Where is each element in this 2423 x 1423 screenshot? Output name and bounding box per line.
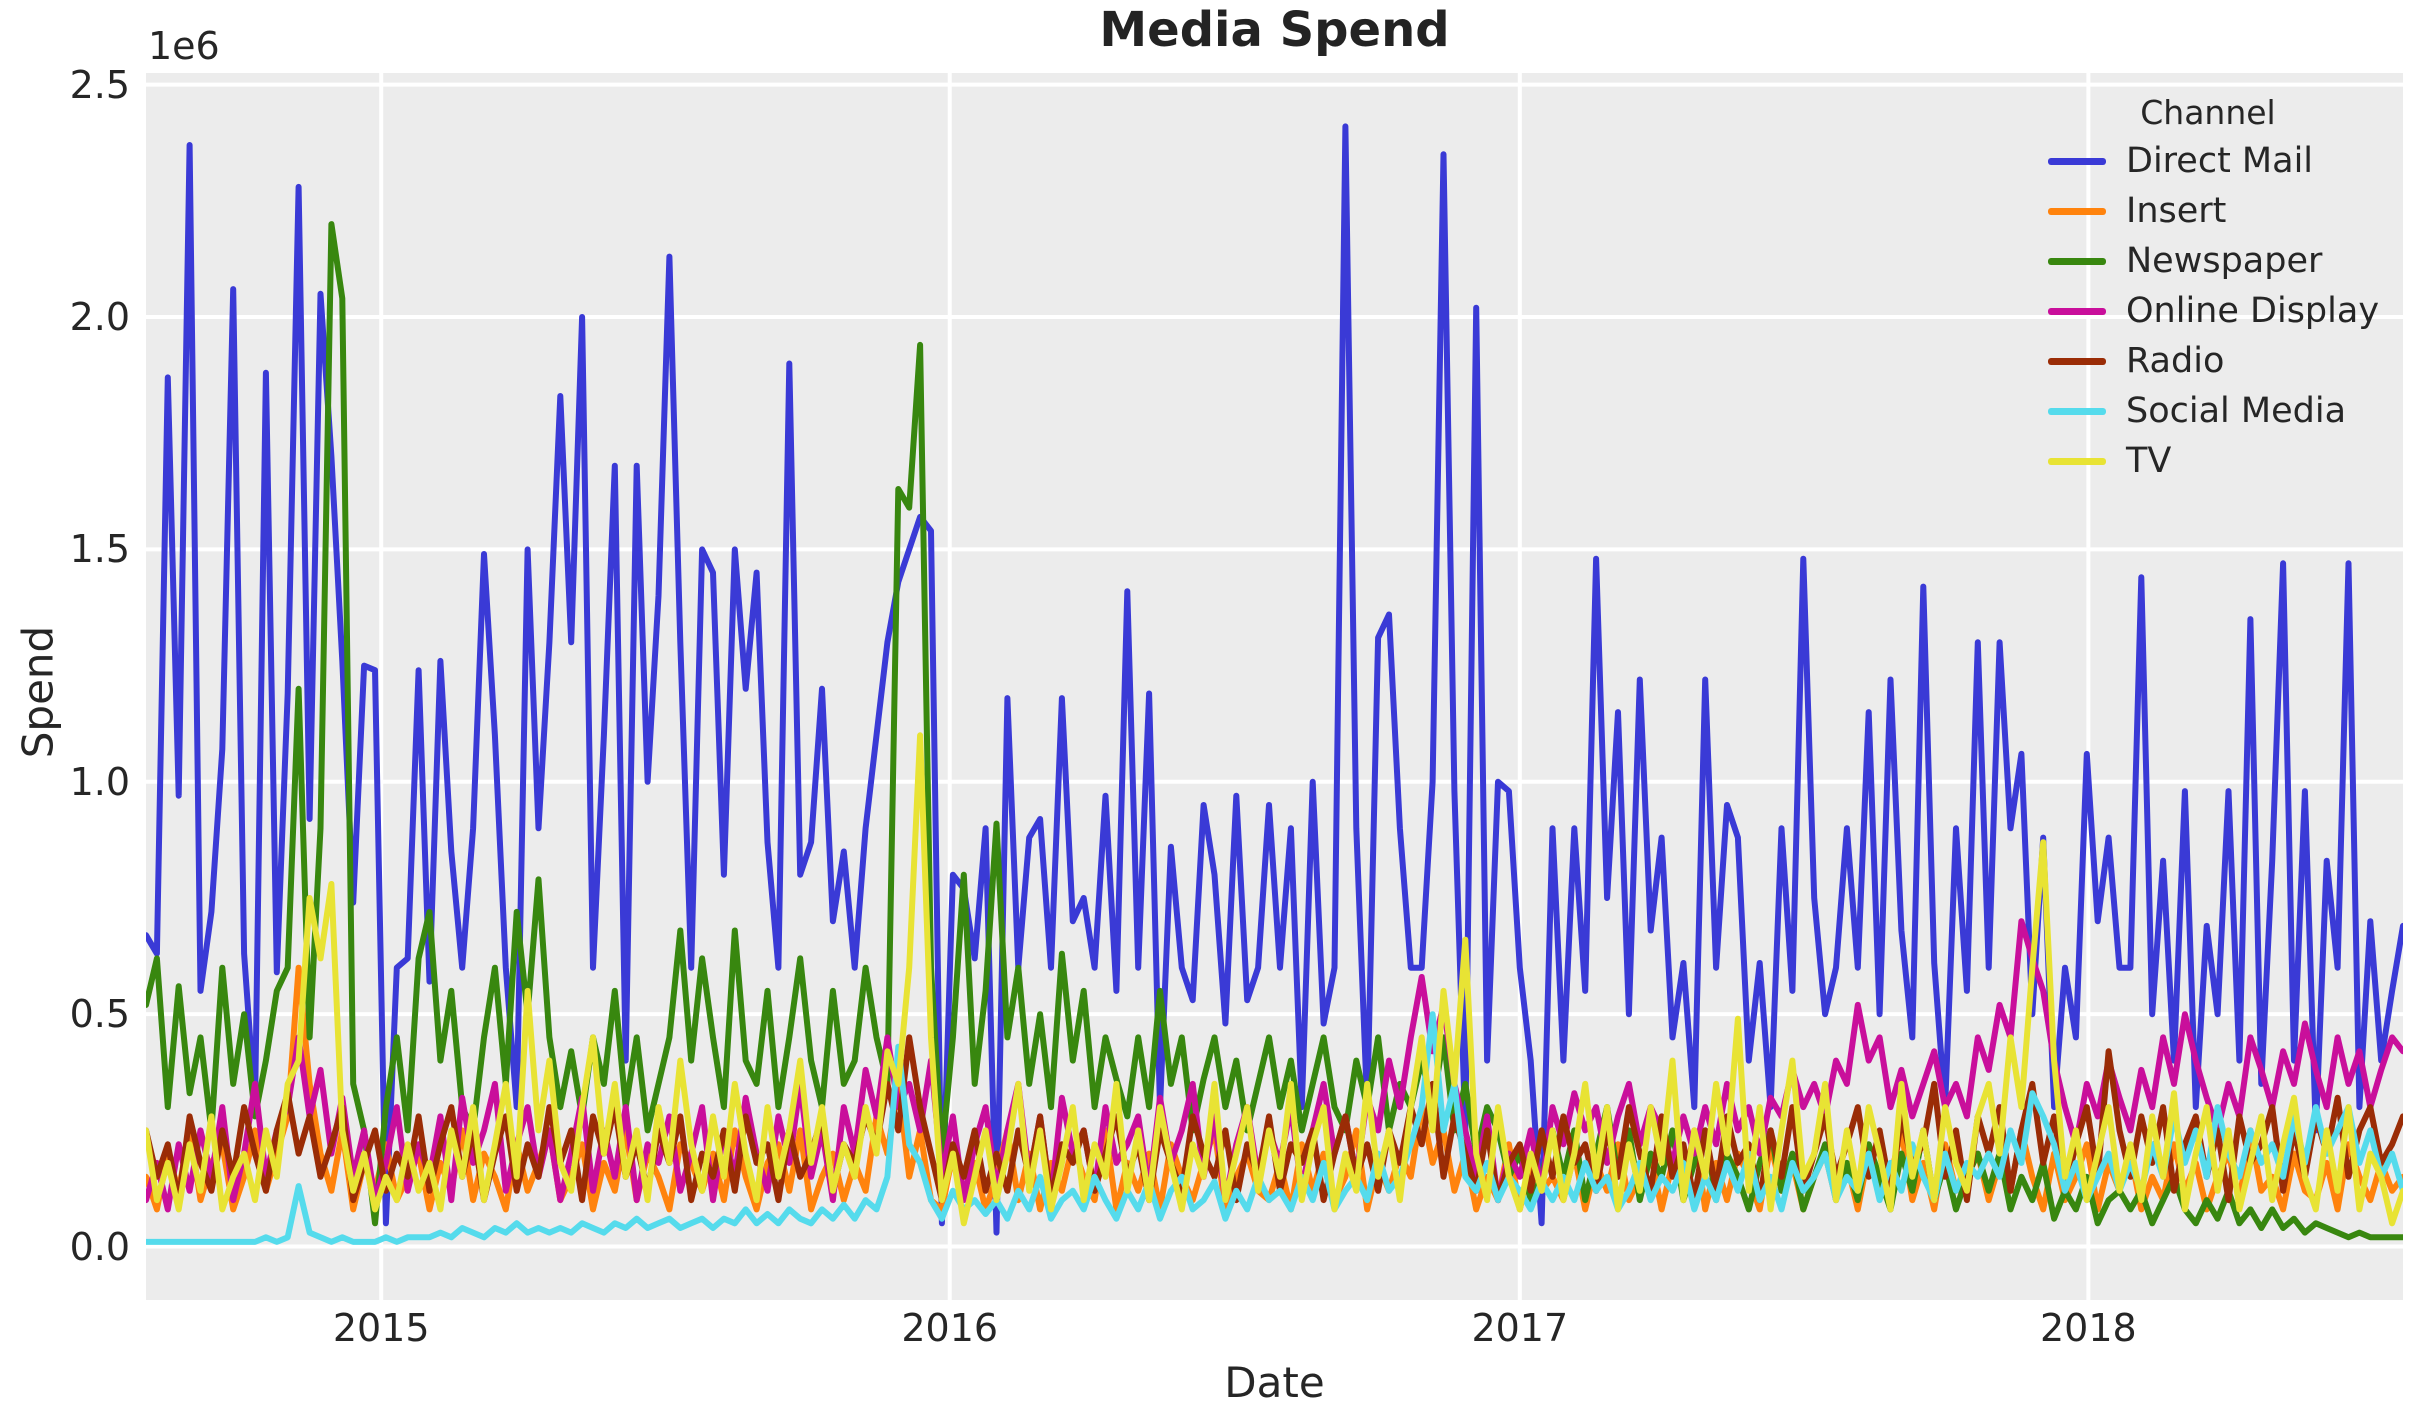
legend-entries: Direct Mail Insert Newspaper Online Display… [2048,136,2398,486]
legend-item-insert: Insert [2048,186,2398,236]
legend-label-radio: Radio [2126,341,2225,381]
legend-swatch-insert [2048,207,2106,215]
x-tick-label-2016: 2016 [901,1306,999,1350]
x-tick-label-2018: 2018 [2040,1306,2137,1350]
legend-label-newspaper: Newspaper [2126,241,2323,281]
y-tick-label-2.0: 2.0 [69,295,130,339]
series-line-social-media [146,1011,2403,1245]
legend-label-tv: TV [2126,441,2172,481]
legend-item-newspaper: Newspaper [2048,236,2398,286]
legend-title: Channel [2140,93,2276,132]
chart-canvas [146,73,2403,1300]
legend-swatch-direct-mail [2048,157,2106,165]
y-tick-label-1.5: 1.5 [69,527,130,572]
legend-label-online-display: Online Display [2126,291,2380,331]
plot-area [146,73,2403,1300]
legend-item-tv: TV [2048,436,2398,486]
series-line-tv [146,732,2403,1227]
series-line-newspaper [146,221,2403,1241]
legend-swatch-tv [2048,457,2106,465]
y-tick-label-1.0: 1.0 [69,759,130,804]
legend-swatch-online-display [2048,307,2106,315]
legend-item-direct-mail: Direct Mail [2048,136,2398,186]
legend-swatch-newspaper [2048,257,2106,265]
legend-swatch-radio [2048,357,2106,365]
y-tick-label-2.5: 2.5 [69,62,130,107]
legend: Channel Direct Mail Insert Newspaper Online… [2048,90,2398,486]
legend-item-online-display: Online Display [2048,286,2398,336]
legend-item-social-media: Social Media [2048,386,2398,436]
y-axis-label: Spend [13,625,63,759]
x-axis-label: Date [1224,1358,1325,1407]
legend-label-social-media: Social Media [2126,391,2347,431]
y-tick-label-0.0: 0.0 [69,1224,130,1269]
chart-title: Media Spend [1099,2,1450,58]
x-tick-label-2017: 2017 [1471,1306,1569,1350]
legend-item-radio: Radio [2048,336,2398,386]
legend-label-direct-mail: Direct Mail [2126,141,2314,181]
legend-label-insert: Insert [2126,191,2227,231]
legend-swatch-social-media [2048,407,2106,415]
y-axis-offset-label: 1e6 [148,24,220,68]
x-tick-label-2015: 2015 [332,1306,430,1350]
y-tick-label-0.5: 0.5 [69,992,130,1037]
series-line-direct-mail [146,123,2403,1236]
